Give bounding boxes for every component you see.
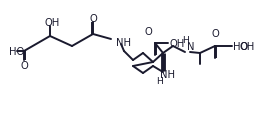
Text: N: N [187,42,195,52]
Text: O: O [211,29,219,39]
Text: OH: OH [240,42,255,52]
Text: HO: HO [233,42,248,52]
Text: H: H [157,77,163,86]
Text: O: O [144,27,152,37]
Text: NH: NH [160,69,175,79]
Text: NH: NH [116,38,131,48]
Text: O: O [89,14,97,24]
Text: OH: OH [44,18,59,28]
Text: O: O [20,60,28,70]
Text: HO: HO [9,47,24,56]
Text: H: H [183,35,189,44]
Text: OH: OH [170,39,185,49]
